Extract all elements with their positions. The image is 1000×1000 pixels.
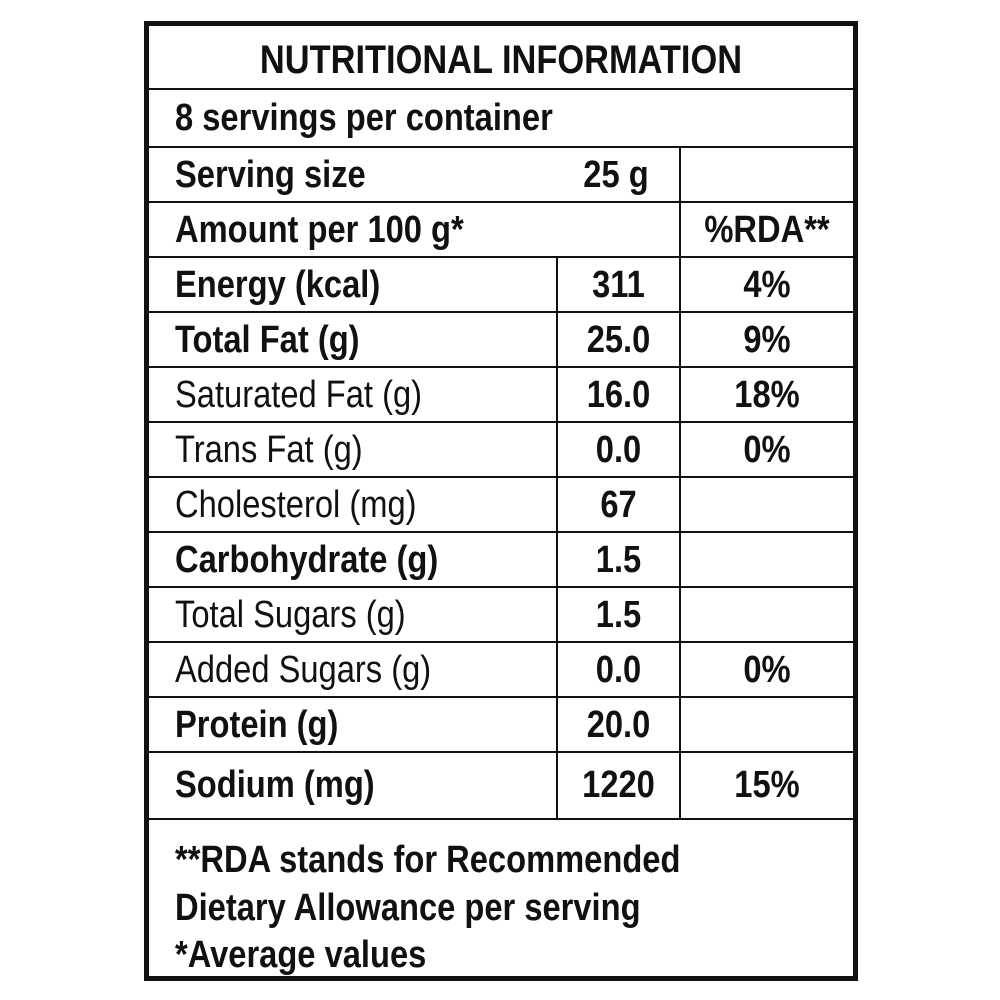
- nutrient-name: Total Sugars (g): [175, 594, 406, 636]
- nutrient-value: 311: [592, 264, 645, 306]
- nutrient-value: 67: [600, 484, 637, 526]
- nutrition-label: NUTRITIONAL INFORMATION 8 servings per c…: [144, 21, 858, 981]
- nutrient-value: 1.5: [595, 539, 642, 581]
- rule: [149, 201, 853, 203]
- nutrient-name: Trans Fat (g): [175, 429, 363, 471]
- nutrient-name: Cholesterol (mg): [175, 484, 417, 526]
- column-divider: [556, 256, 558, 818]
- rule: [149, 421, 853, 423]
- nutrient-rda: 15%: [734, 764, 800, 806]
- rule: [149, 88, 853, 90]
- label-title: NUTRITIONAL INFORMATION: [259, 38, 743, 82]
- rule: [149, 641, 853, 643]
- rule: [149, 146, 853, 148]
- rule: [149, 531, 853, 533]
- nutrient-rda: 18%: [734, 374, 800, 416]
- nutrient-value: 25.0: [586, 319, 651, 361]
- amount-per-header: Amount per 100 g*: [175, 209, 464, 251]
- nutrient-name: Protein (g): [175, 704, 339, 746]
- serving-size-value: 25 g: [583, 154, 649, 196]
- nutrient-value: 20.0: [586, 704, 651, 746]
- nutrient-name: Carbohydrate (g): [175, 539, 439, 581]
- nutrient-name: Sodium (mg): [175, 764, 375, 806]
- rule: [149, 586, 853, 588]
- rule: [149, 696, 853, 698]
- nutrient-rda: 0%: [743, 649, 791, 691]
- nutrient-value: 1.5: [595, 594, 642, 636]
- nutrient-name: Added Sugars (g): [175, 649, 432, 691]
- nutrient-name: Total Fat (g): [175, 319, 360, 361]
- nutrient-value: 16.0: [586, 374, 651, 416]
- nutrient-rda: 0%: [743, 429, 791, 471]
- nutrient-name: Saturated Fat (g): [175, 374, 423, 416]
- rule: [149, 476, 853, 478]
- footnote-rda-cont: Dietary Allowance per serving: [175, 887, 641, 929]
- column-divider: [679, 146, 681, 818]
- nutrient-value: 1220: [582, 764, 655, 806]
- rule: [149, 311, 853, 313]
- nutrient-value: 0.0: [595, 649, 642, 691]
- nutrient-rda: 9%: [743, 319, 791, 361]
- rule: [149, 818, 853, 820]
- rule: [149, 366, 853, 368]
- rda-header: %RDA**: [704, 209, 830, 251]
- serving-size-label: Serving size: [175, 154, 366, 196]
- rule: [149, 751, 853, 753]
- rule: [149, 256, 853, 258]
- nutrient-name: Energy (kcal): [175, 264, 381, 306]
- footnote-average: *Average values: [175, 934, 427, 976]
- nutrient-rda: 4%: [743, 264, 791, 306]
- servings-per-container: 8 servings per container: [175, 97, 553, 139]
- footnote-rda: **RDA stands for Recommended: [175, 839, 681, 881]
- nutrient-value: 0.0: [595, 429, 642, 471]
